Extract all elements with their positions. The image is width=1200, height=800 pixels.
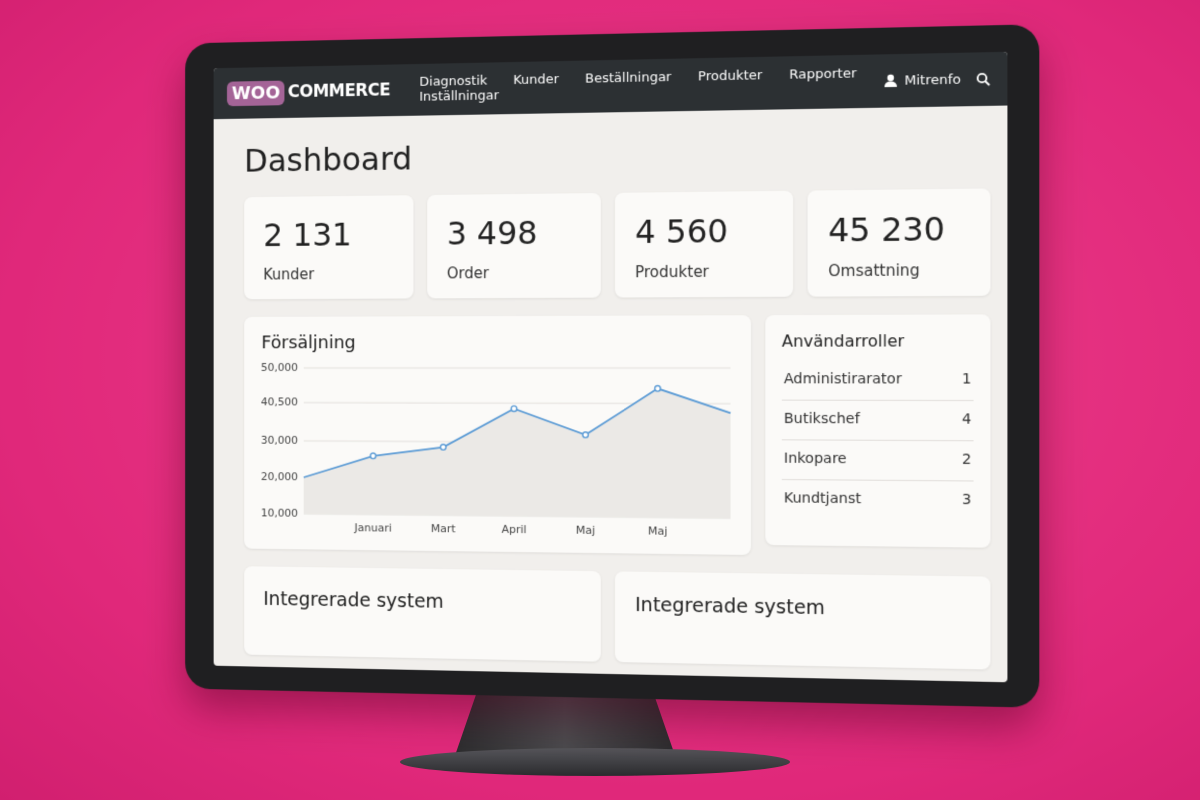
stat-cards: 2 131 Kunder 3 498 Order 4 560 Produkter 45… (244, 188, 991, 300)
stat-value: 4 560 (635, 211, 729, 252)
screen: WOO COMMERCE Diagnostik Kunder Beställni… (213, 51, 1008, 683)
role-row: Kundtjanst 3 (782, 480, 974, 521)
nav: Diagnostik Kunder Beställningar Produkte… (419, 66, 883, 105)
role-name: Inkopare (783, 450, 847, 468)
point (583, 432, 589, 438)
stat-label: Produkter (635, 262, 709, 282)
monitor-base (400, 748, 790, 776)
role-count: 3 (962, 491, 972, 509)
stat-card: 2 131 Kunder (244, 195, 414, 300)
role-count: 1 (962, 371, 972, 388)
page-title: Dashboard (244, 139, 413, 180)
logo-text: COMMERCE (287, 80, 391, 103)
role-count: 4 (962, 411, 972, 428)
stat-value: 3 498 (446, 213, 538, 253)
integration-card: Integrerade system (244, 566, 601, 662)
roles-list: Administirarator 1 Butikschef 4 Inkopare 2 Kun… (781, 360, 974, 521)
stat-label: Omsattning (828, 261, 920, 281)
chart-title: Försäljning (261, 332, 356, 354)
nav-item[interactable]: Diagnostik (419, 73, 488, 90)
point (440, 444, 446, 450)
y-tick-label: 10,000 (261, 506, 298, 519)
role-name: Butikschef (783, 410, 860, 428)
integration-title: Integrerade system (635, 593, 826, 620)
nav-item[interactable]: Rapporter (789, 66, 857, 83)
integration-card: Integrerade system (614, 571, 991, 670)
x-tick-label: April (502, 523, 527, 536)
stat-card: 3 498 Order (427, 192, 601, 299)
y-tick-label: 20,000 (261, 470, 298, 483)
stat-card: 4 560 Produkter (614, 190, 794, 298)
roles-title: Användarroller (781, 331, 905, 351)
x-tick-label: Maj (648, 524, 668, 538)
nav-item[interactable]: Kunder (513, 72, 559, 89)
stat-label: Kunder (263, 265, 315, 284)
nav-item[interactable]: Beställningar (585, 69, 672, 87)
x-tick-label: Januari (354, 521, 392, 534)
user-menu[interactable]: Mitrenfo (884, 71, 991, 88)
role-row: Butikschef 4 (781, 400, 974, 442)
stat-value: 45 230 (828, 209, 946, 250)
role-count: 2 (962, 451, 972, 469)
line-area (303, 388, 731, 519)
roles-card: Användarroller Administirarator 1 Butiksch… (765, 314, 991, 548)
role-name: Administirarator (783, 371, 902, 388)
role-row: Inkopare 2 (781, 440, 974, 482)
user-name: Mitrenfo (904, 71, 961, 89)
role-row: Administirarator 1 (781, 360, 974, 402)
integration-title: Integrerade system (263, 588, 444, 613)
search-icon[interactable] (976, 72, 991, 87)
monitor: WOO COMMERCE Diagnostik Kunder Beställni… (185, 24, 1040, 708)
logo[interactable]: WOO COMMERCE (226, 78, 391, 106)
nav-item[interactable]: Produkter (697, 68, 763, 85)
stat-card: 45 230 Omsattning (807, 188, 991, 297)
point (655, 386, 661, 392)
user-icon (884, 74, 898, 88)
x-tick-label: Mart (431, 522, 456, 535)
logo-badge: WOO (226, 80, 285, 106)
bottom-row: Integrerade system Integrerade system (244, 566, 991, 670)
chart: 50,000 40,500 30,000 20,000 10,000 Januari Mar… (261, 361, 751, 538)
x-tick-label: Maj (576, 524, 595, 537)
nav-item[interactable]: Inställningar (419, 88, 499, 105)
y-tick-label: 30,000 (261, 434, 298, 447)
role-name: Kundtjanst (783, 490, 862, 508)
sales-card: Försäljning 50,000 40,500 30,000 20,000 10,0… (244, 315, 751, 555)
main-row: Försäljning 50,000 40,500 30,000 20,000 10,0… (244, 314, 991, 558)
stat-label: Order (446, 264, 489, 283)
y-tick-label: 40,500 (261, 396, 298, 409)
y-tick-label: 50,000 (261, 361, 298, 374)
point (510, 405, 518, 413)
stat-value: 2 131 (263, 215, 352, 254)
top-bar: WOO COMMERCE Diagnostik Kunder Beställni… (213, 51, 1008, 120)
point (370, 453, 375, 459)
